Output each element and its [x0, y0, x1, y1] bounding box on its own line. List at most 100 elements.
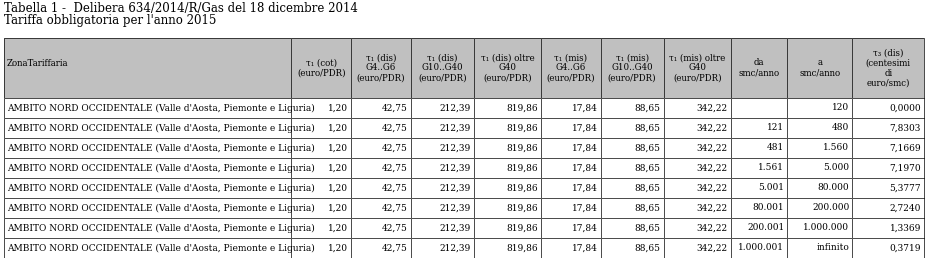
Text: 88,65: 88,65	[634, 183, 660, 192]
Text: 42,75: 42,75	[382, 204, 407, 213]
Bar	[730, 98, 786, 118]
Text: 42,75: 42,75	[382, 244, 407, 253]
Bar	[4, 138, 291, 158]
Bar	[786, 38, 852, 98]
Bar	[730, 118, 786, 138]
Bar	[474, 178, 540, 198]
Text: 200.001: 200.001	[746, 223, 783, 232]
Bar	[600, 138, 663, 158]
Bar	[350, 198, 411, 218]
Text: 481: 481	[767, 143, 783, 152]
Bar	[786, 198, 852, 218]
Bar	[540, 218, 600, 238]
Bar	[350, 118, 411, 138]
Text: τ₃ (dis)
(centesimi
di
euro/smc): τ₃ (dis) (centesimi di euro/smc)	[865, 49, 909, 87]
Bar	[600, 38, 663, 98]
Bar	[786, 118, 852, 138]
Bar	[4, 158, 291, 178]
Bar	[350, 138, 411, 158]
Text: 1,20: 1,20	[328, 164, 348, 173]
Bar	[600, 158, 663, 178]
Text: 0,0000: 0,0000	[888, 103, 920, 112]
Bar	[474, 158, 540, 178]
Bar	[411, 158, 474, 178]
Bar	[730, 98, 786, 118]
Bar	[291, 138, 350, 158]
Text: 342,22: 342,22	[696, 204, 727, 213]
Bar	[540, 158, 600, 178]
Text: 480: 480	[832, 124, 848, 133]
Bar	[411, 98, 474, 118]
Bar	[852, 198, 923, 218]
Bar	[540, 218, 600, 238]
Bar	[411, 238, 474, 258]
Text: 17,84: 17,84	[571, 103, 597, 112]
Bar	[786, 38, 852, 98]
Bar	[852, 138, 923, 158]
Bar	[663, 38, 730, 98]
Bar	[600, 238, 663, 258]
Bar	[663, 178, 730, 198]
Text: 819,86: 819,86	[506, 183, 538, 192]
Text: 42,75: 42,75	[382, 124, 407, 133]
Bar	[730, 238, 786, 258]
Text: 1,20: 1,20	[328, 223, 348, 232]
Bar	[350, 238, 411, 258]
Bar	[291, 118, 350, 138]
Bar	[474, 218, 540, 238]
Text: 819,86: 819,86	[506, 164, 538, 173]
Bar	[852, 118, 923, 138]
Bar	[4, 118, 291, 138]
Bar	[474, 98, 540, 118]
Text: ZonaTariffaria: ZonaTariffaria	[7, 59, 69, 68]
Text: 212,39: 212,39	[439, 164, 470, 173]
Bar	[411, 138, 474, 158]
Bar	[350, 158, 411, 178]
Bar	[786, 218, 852, 238]
Bar	[600, 178, 663, 198]
Text: 5.001: 5.001	[757, 183, 783, 192]
Text: 1,3369: 1,3369	[889, 223, 920, 232]
Text: a
smc/anno: a smc/anno	[798, 59, 840, 77]
Text: τ₁ (cot)
(euro/PDR): τ₁ (cot) (euro/PDR)	[297, 59, 345, 77]
Bar	[540, 238, 600, 258]
Bar	[4, 98, 291, 118]
Text: 200.000: 200.000	[811, 204, 848, 213]
Bar	[600, 238, 663, 258]
Bar	[600, 118, 663, 138]
Bar	[730, 198, 786, 218]
Text: AMBITO NORD OCCIDENTALE (Valle d'Aosta, Piemonte e Liguria): AMBITO NORD OCCIDENTALE (Valle d'Aosta, …	[7, 183, 314, 192]
Text: 88,65: 88,65	[634, 244, 660, 253]
Bar	[540, 38, 600, 98]
Bar	[852, 238, 923, 258]
Bar	[291, 218, 350, 238]
Text: 342,22: 342,22	[696, 183, 727, 192]
Text: 88,65: 88,65	[634, 103, 660, 112]
Text: 0,3719: 0,3719	[889, 244, 920, 253]
Bar	[350, 98, 411, 118]
Text: 1.000.001: 1.000.001	[738, 244, 783, 253]
Bar	[411, 218, 474, 238]
Bar	[600, 118, 663, 138]
Bar	[852, 118, 923, 138]
Text: 819,86: 819,86	[506, 124, 538, 133]
Bar	[4, 218, 291, 238]
Bar	[600, 138, 663, 158]
Text: 819,86: 819,86	[506, 223, 538, 232]
Bar	[474, 198, 540, 218]
Text: Tabella 1 -  Delibera 634/2014/R/Gas del 18 dicembre 2014: Tabella 1 - Delibera 634/2014/R/Gas del …	[4, 2, 358, 15]
Bar	[4, 118, 291, 138]
Bar	[852, 238, 923, 258]
Bar	[411, 158, 474, 178]
Bar	[663, 138, 730, 158]
Text: 88,65: 88,65	[634, 164, 660, 173]
Text: 212,39: 212,39	[439, 103, 470, 112]
Text: 212,39: 212,39	[439, 143, 470, 152]
Bar	[852, 98, 923, 118]
Text: 1,20: 1,20	[328, 183, 348, 192]
Text: 42,75: 42,75	[382, 103, 407, 112]
Bar	[540, 158, 600, 178]
Bar	[291, 98, 350, 118]
Bar	[411, 38, 474, 98]
Text: 5,3777: 5,3777	[888, 183, 920, 192]
